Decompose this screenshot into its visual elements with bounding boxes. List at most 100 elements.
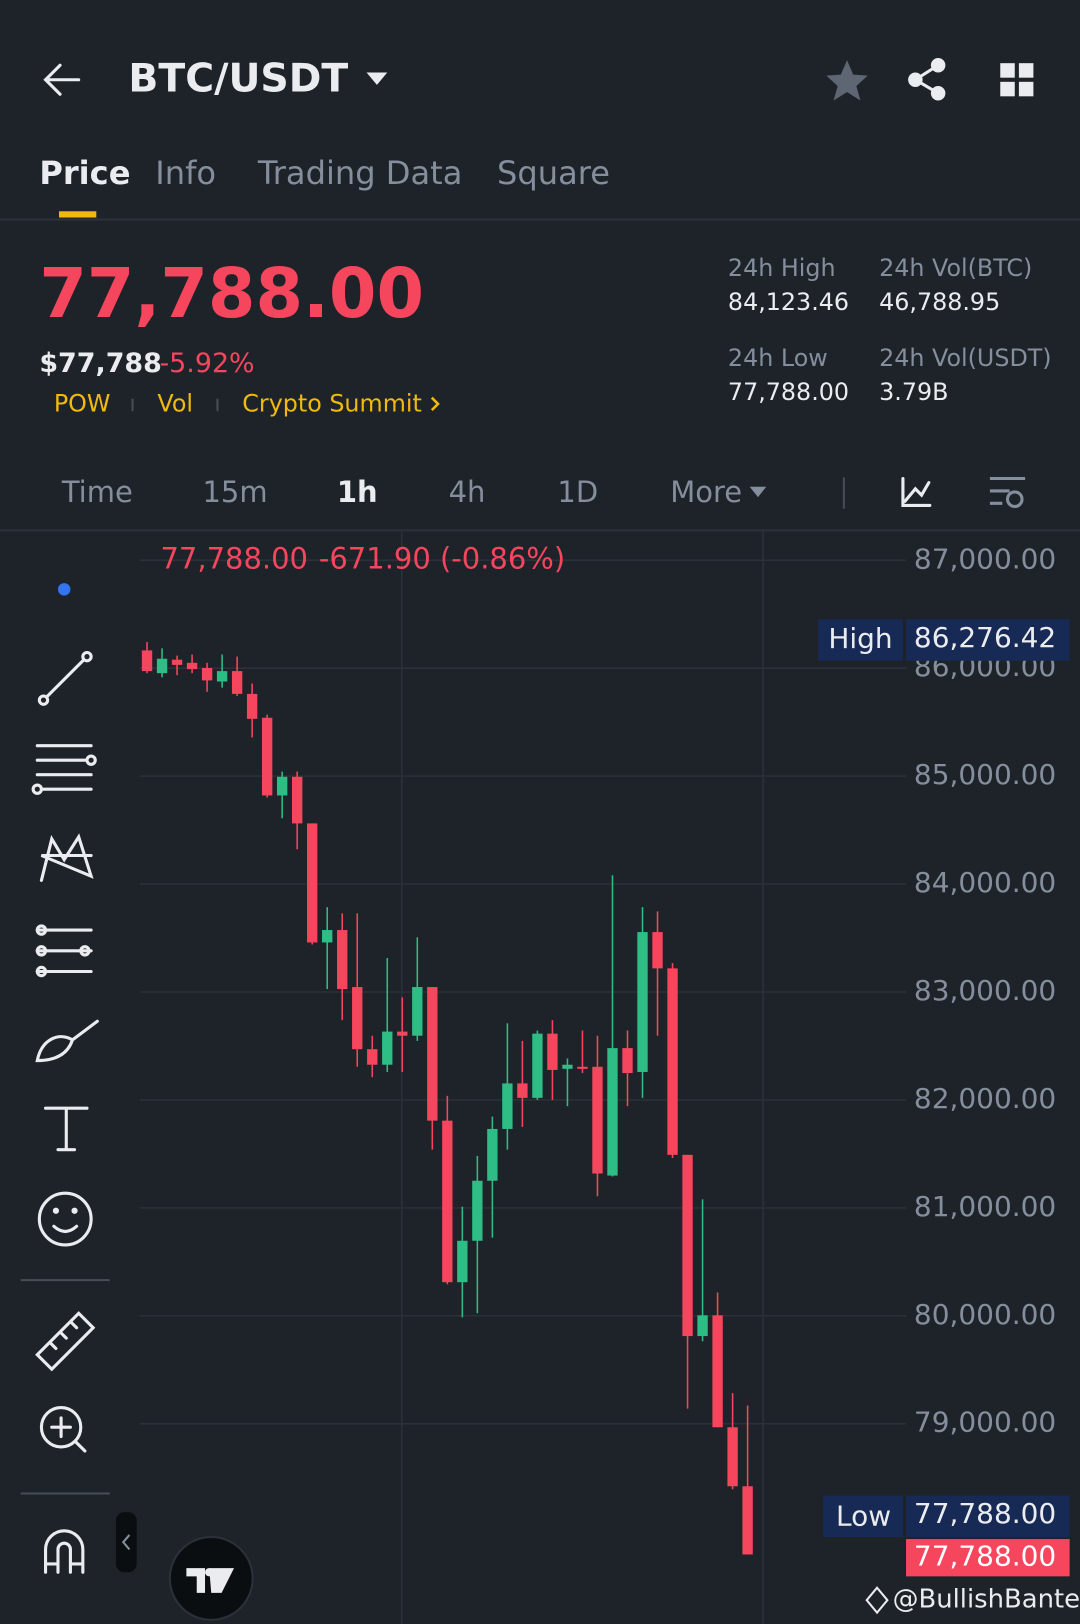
- tab-indicator: [59, 211, 97, 218]
- interval-option[interactable]: 4h: [449, 475, 486, 509]
- y-tick-label: 87,000.00: [914, 542, 1056, 575]
- favorite-button[interactable]: [826, 60, 868, 101]
- interval-option[interactable]: 1D: [557, 475, 598, 509]
- stat-value: 46,788.95: [879, 288, 1000, 316]
- candle-body: [457, 1240, 468, 1283]
- tab[interactable]: Price: [39, 154, 130, 192]
- chart-overlay: 77,788.00 -671.90 (-0.86%) High 86,276.4…: [160, 541, 1080, 1621]
- candle-body: [637, 932, 648, 1072]
- low-marker-value-box: [906, 1495, 1070, 1537]
- low-marker-value: 77,788.00: [914, 1497, 1056, 1530]
- emoji-tool[interactable]: [37, 1191, 93, 1247]
- candle-body: [292, 776, 303, 824]
- text-tool[interactable]: [44, 1106, 89, 1152]
- pair-dropdown[interactable]: [366, 72, 388, 85]
- candle-body: [562, 1064, 573, 1069]
- y-tick-label: 80,000.00: [914, 1298, 1056, 1331]
- high-marker-value-box: [906, 619, 1070, 661]
- pattern-tool[interactable]: [39, 833, 94, 882]
- trend-line-tool[interactable]: [37, 650, 93, 706]
- candle-body: [231, 671, 243, 694]
- candle-body: [622, 1048, 633, 1074]
- watermark-icon: [865, 1586, 889, 1615]
- candle-body: [532, 1033, 543, 1098]
- candle-body: [322, 930, 333, 943]
- back-button[interactable]: [43, 63, 81, 96]
- candle-body: [382, 1031, 393, 1065]
- horizontal-line-tool[interactable]: [31, 744, 97, 795]
- candle-body: [592, 1066, 603, 1174]
- drawing-toolbar: [20, 583, 137, 1574]
- candle-body: [171, 659, 183, 665]
- indicator-button[interactable]: [901, 476, 932, 507]
- candle-body: [577, 1066, 588, 1069]
- tag[interactable]: Vol: [157, 389, 193, 417]
- last-price-tag: [906, 1539, 1070, 1577]
- candle-body: [697, 1315, 708, 1337]
- y-tick-label: 82,000.00: [914, 1082, 1056, 1115]
- zoom-tool[interactable]: [39, 1405, 87, 1453]
- tradingview-logo[interactable]: [168, 1535, 254, 1621]
- candle-body: [216, 671, 228, 682]
- last-price-tag-value: 77,788.00: [914, 1540, 1056, 1573]
- brush-tool[interactable]: [35, 1019, 99, 1063]
- candle-body: [276, 776, 288, 796]
- candle-body: [412, 987, 423, 1036]
- info-close: 77,788.00: [160, 541, 307, 575]
- watermark: @BullishBanter: [893, 1585, 1080, 1615]
- settings-button[interactable]: [989, 476, 1026, 509]
- candle-body: [607, 1048, 618, 1176]
- candlestick-chart: 79,000.00 80,000.00 81,000.00 82,000.00 83,0…: [139, 530, 1056, 1624]
- share-button[interactable]: [908, 58, 946, 101]
- candle-body: [246, 693, 258, 719]
- price-change: -5.92%: [159, 348, 254, 379]
- more-dropdown[interactable]: [749, 486, 767, 498]
- last-price: 77,788.00: [39, 255, 424, 334]
- interval-option[interactable]: 1h: [337, 475, 378, 509]
- candle-body: [727, 1427, 738, 1487]
- low-marker-label: Low: [836, 1499, 891, 1532]
- tab[interactable]: Square: [497, 154, 610, 192]
- menu-button[interactable]: [1000, 63, 1034, 97]
- y-tick-label: 79,000.00: [914, 1406, 1056, 1439]
- tab[interactable]: Info: [155, 154, 216, 192]
- candle-body: [712, 1315, 723, 1428]
- candle-body: [682, 1154, 693, 1337]
- y-tick-label: 85,000.00: [914, 758, 1056, 791]
- collapse-toolbar[interactable]: [115, 1512, 137, 1573]
- stat-value: 84,123.46: [728, 288, 849, 316]
- candle-body: [502, 1083, 513, 1129]
- candle-body: [517, 1083, 528, 1098]
- interval-bar: Time 15m 1h 4h 1D More: [61, 475, 742, 509]
- info-change: -671.90 (-0.86%): [319, 541, 565, 575]
- measure-tool[interactable]: [35, 1311, 96, 1372]
- tag[interactable]: Crypto Summit: [242, 389, 422, 417]
- fib-tool[interactable]: [35, 924, 93, 978]
- pair-title[interactable]: BTC/USDT: [128, 55, 348, 101]
- high-marker-value: 86,276.42: [914, 621, 1056, 654]
- candle-body: [141, 650, 153, 672]
- candle-body: [352, 987, 363, 1050]
- high-marker-label: High: [828, 622, 892, 655]
- candle-body: [667, 968, 678, 1155]
- candle-body: [307, 823, 318, 943]
- tags: POW Vol Crypto Summit: [54, 389, 422, 417]
- stat-value: 77,788.00: [728, 378, 849, 406]
- candle-body: [652, 932, 663, 969]
- magnet-tool[interactable]: [44, 1529, 85, 1574]
- interval-option[interactable]: 15m: [202, 475, 267, 509]
- tag[interactable]: POW: [54, 389, 111, 417]
- interval-option[interactable]: More: [670, 475, 742, 509]
- candle-body: [487, 1128, 498, 1181]
- candle-body: [156, 658, 168, 674]
- candle-body: [742, 1486, 753, 1555]
- candle-body: [201, 667, 213, 681]
- candle-body: [472, 1180, 483, 1241]
- candle-body: [261, 717, 273, 796]
- interval-option[interactable]: Time: [61, 475, 133, 509]
- candle-body: [337, 930, 348, 990]
- tab[interactable]: Trading Data: [257, 154, 463, 192]
- stat-value: 3.79B: [879, 378, 948, 406]
